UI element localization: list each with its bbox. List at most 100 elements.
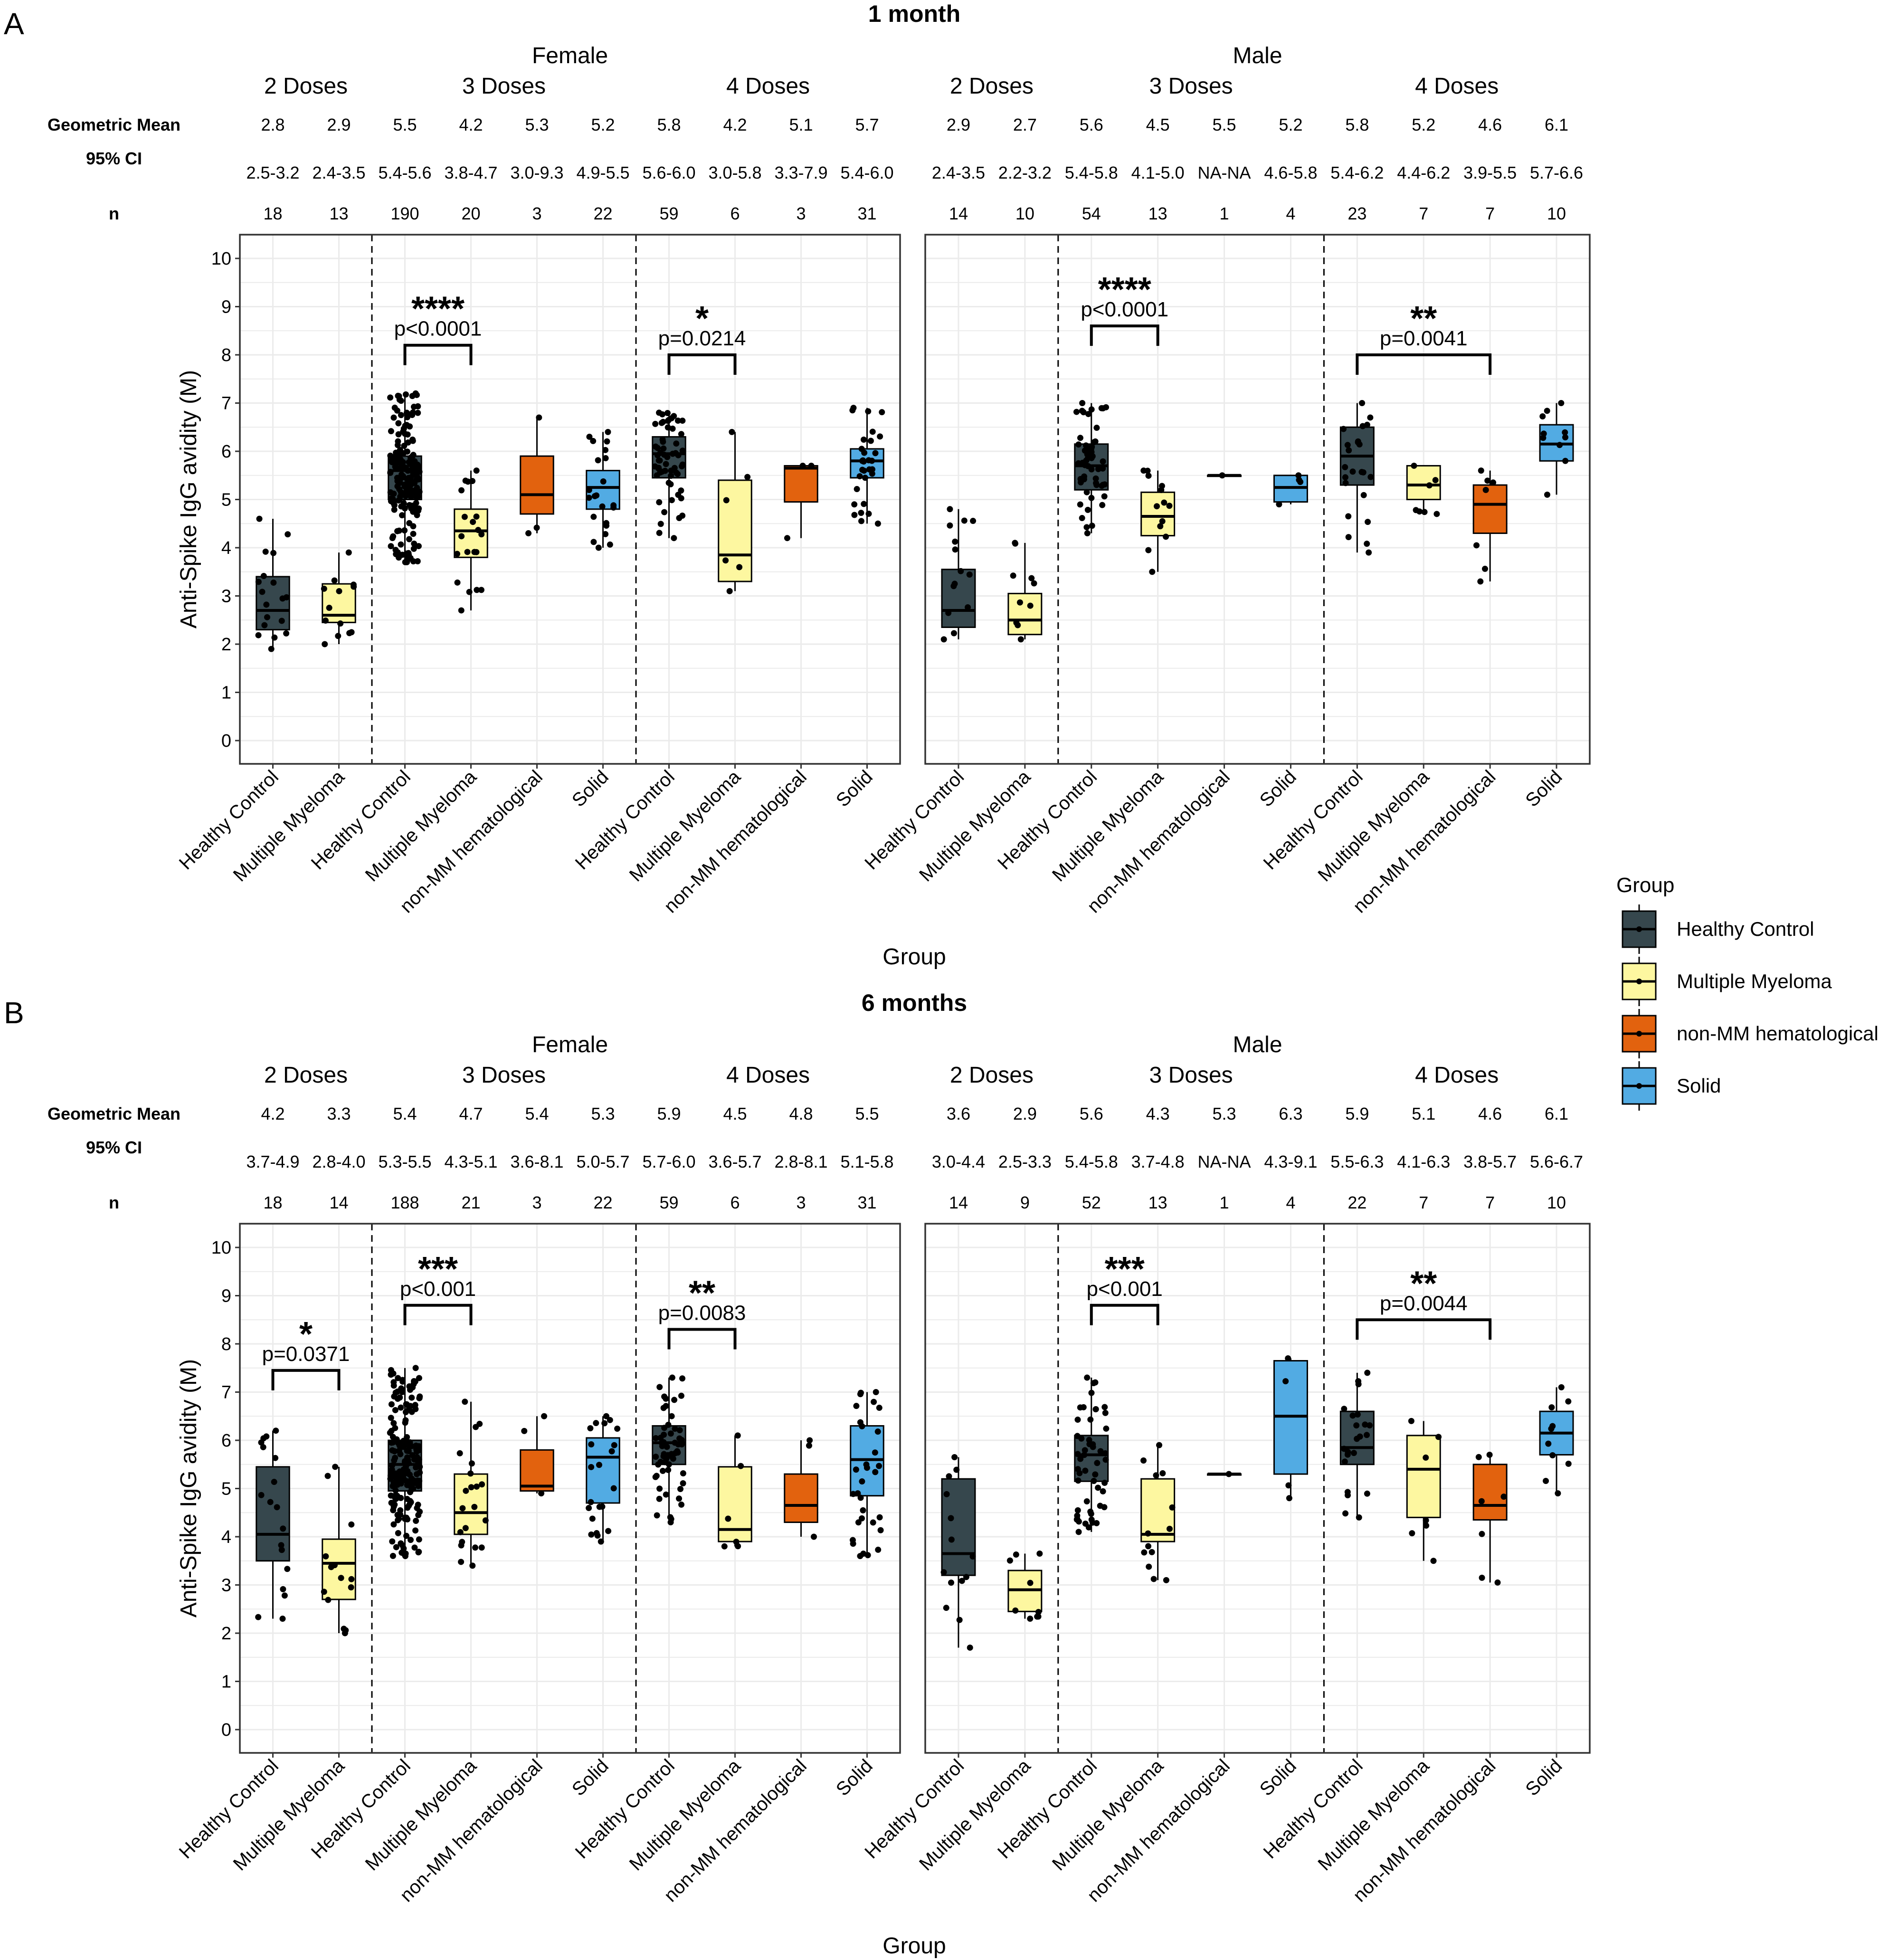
p-value-label: p=0.0083	[658, 1302, 746, 1325]
data-point	[348, 1584, 354, 1590]
data-point	[586, 495, 592, 501]
ci-value: 5.6-6.7	[1530, 1152, 1583, 1171]
data-point	[1562, 434, 1569, 441]
data-point	[860, 1551, 867, 1557]
data-point	[1360, 492, 1367, 498]
data-point	[875, 1546, 882, 1553]
data-point	[589, 1515, 596, 1522]
box-healthy-control	[387, 390, 423, 565]
data-point	[388, 1371, 394, 1378]
data-point	[946, 1473, 952, 1480]
data-point	[961, 517, 968, 524]
box-multiple-myeloma	[718, 428, 752, 594]
data-point	[263, 1433, 270, 1440]
geometric-mean-value: 4.2	[723, 115, 747, 134]
data-point	[1345, 513, 1352, 520]
geometric-mean-value: 4.5	[1146, 115, 1170, 134]
data-point	[591, 493, 598, 499]
geometric-mean-value: 5.6	[1080, 115, 1103, 134]
data-point	[1084, 1374, 1091, 1381]
data-point	[947, 506, 953, 513]
data-point	[1097, 1503, 1103, 1509]
data-point	[1035, 1608, 1042, 1615]
data-point	[1102, 1409, 1109, 1416]
data-point	[1478, 467, 1484, 474]
data-point	[1091, 1478, 1097, 1484]
data-point	[283, 594, 290, 600]
data-point	[1092, 1471, 1099, 1478]
data-point	[879, 409, 885, 416]
data-point	[867, 438, 874, 444]
data-point	[729, 428, 735, 435]
box-multiple-myeloma	[321, 549, 357, 647]
data-point	[663, 1491, 669, 1498]
y-tick-label: 3	[221, 1576, 231, 1596]
data-point	[1219, 472, 1225, 479]
box-multiple-myeloma	[718, 1432, 752, 1550]
box-non-mm-hematological	[520, 414, 554, 537]
data-point	[956, 1617, 963, 1623]
data-point	[861, 501, 867, 507]
data-point	[1083, 524, 1090, 531]
data-point	[1077, 501, 1083, 508]
data-point	[1296, 476, 1302, 483]
box-iqr	[718, 479, 752, 582]
bracket-line	[1356, 353, 1492, 375]
data-point	[416, 488, 423, 495]
box-iqr	[586, 1437, 620, 1504]
data-point	[390, 414, 397, 421]
legend-title: Group	[1616, 874, 1674, 897]
ci-value: 5.6-6.0	[642, 163, 695, 182]
data-point	[405, 556, 412, 562]
data-point	[258, 1492, 265, 1498]
data-point	[734, 1432, 741, 1439]
data-point	[255, 632, 262, 638]
significance-bracket: p=0.0044**	[1356, 1265, 1492, 1340]
data-point	[458, 1542, 465, 1549]
box-iqr	[1406, 1435, 1441, 1518]
data-point	[675, 1441, 682, 1448]
data-point	[871, 1399, 877, 1405]
data-point	[665, 1421, 672, 1428]
data-point	[1353, 1422, 1360, 1429]
data-point	[1144, 467, 1151, 474]
data-point	[1556, 442, 1563, 448]
data-point	[669, 1453, 676, 1459]
data-point	[1092, 475, 1099, 482]
data-point	[482, 1517, 489, 1524]
data-point	[588, 1464, 595, 1470]
data-point	[407, 1537, 414, 1543]
ci-value: 5.4-6.2	[1330, 163, 1384, 182]
data-point	[680, 1470, 686, 1476]
y-tick-label: 0	[221, 731, 231, 751]
data-point	[271, 634, 278, 641]
data-point	[876, 1514, 883, 1521]
data-point	[1158, 483, 1165, 489]
data-point	[1075, 460, 1082, 466]
box-healthy-control	[940, 506, 977, 643]
box-healthy-control	[1339, 1370, 1375, 1521]
data-point	[409, 409, 416, 416]
data-point	[1433, 511, 1440, 517]
data-point	[410, 523, 417, 530]
data-point	[1148, 1549, 1155, 1555]
box-non-mm-hematological	[784, 1437, 818, 1540]
data-point	[1365, 519, 1371, 525]
data-point	[1494, 1579, 1501, 1586]
n-value: 188	[390, 1193, 419, 1212]
n-value: 31	[857, 1193, 876, 1212]
data-point	[678, 487, 684, 494]
data-point	[408, 502, 415, 509]
n-value: 4	[1286, 204, 1295, 223]
data-point	[673, 469, 680, 476]
data-point	[948, 1515, 954, 1522]
data-point	[869, 470, 875, 477]
data-point	[668, 467, 674, 474]
data-point	[614, 1426, 621, 1432]
panel-title: 1 month	[868, 0, 960, 27]
data-point	[416, 1536, 422, 1543]
data-point	[263, 601, 270, 608]
geometric-mean-value: 5.9	[1345, 1104, 1369, 1123]
significance-stars: **	[1410, 1265, 1437, 1303]
data-point	[1500, 1494, 1507, 1500]
